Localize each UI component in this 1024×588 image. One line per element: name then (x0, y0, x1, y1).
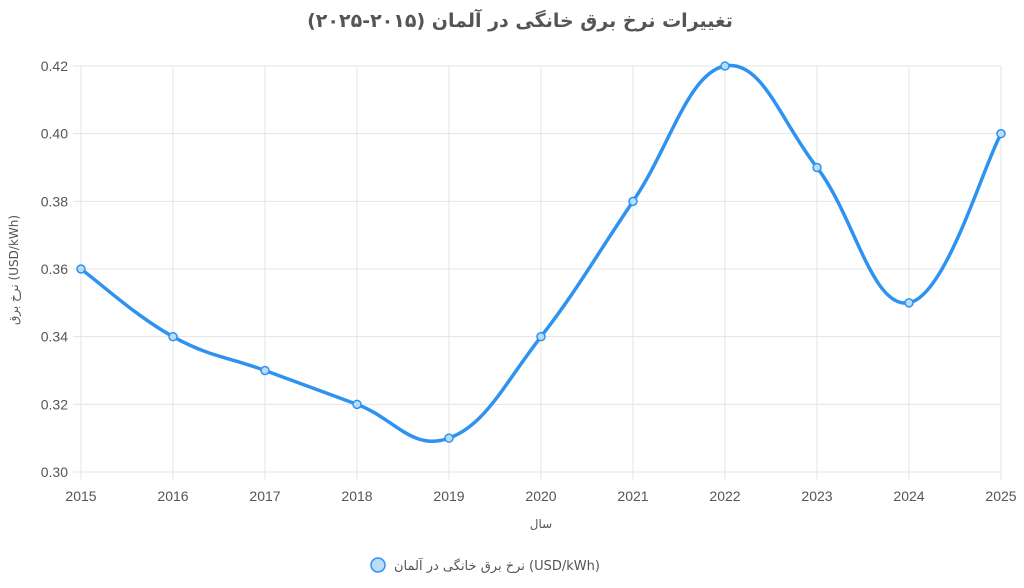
legend[interactable]: نرخ برق خانگی در آلمان (USD/kWh) (370, 557, 600, 574)
legend-marker (370, 557, 386, 573)
data-point[interactable] (260, 365, 270, 376)
data-point[interactable] (352, 399, 362, 410)
data-point[interactable] (720, 61, 730, 71)
y-tick-label: 0.30 (41, 464, 68, 480)
data-point[interactable] (536, 331, 546, 342)
y-axis-title: نرخ برق (USD/kWh) (7, 215, 22, 325)
data-point[interactable] (628, 196, 638, 207)
x-tick-label: 2020 (525, 488, 556, 504)
x-tick-label: 2016 (157, 488, 188, 504)
data-point[interactable] (904, 298, 914, 308)
data-point[interactable] (76, 264, 86, 274)
x-tick-label: 2019 (433, 488, 464, 504)
tick-labels: 0.30 0.32 0.34 0.36 0.38 0.40 0.42 2015 2016 2017… (41, 58, 1017, 504)
data-point[interactable] (444, 433, 454, 443)
grid (73, 65, 1002, 480)
x-tick-label: 2021 (617, 488, 648, 504)
y-tick-label: 0.38 (41, 193, 68, 209)
x-tick-label: 2024 (893, 488, 924, 504)
y-tick-label: 0.36 (41, 261, 68, 277)
data-points (76, 61, 1006, 443)
x-axis-title: سال (530, 517, 552, 531)
y-tick-label: 0.34 (41, 329, 68, 345)
x-tick-label: 2018 (341, 488, 372, 504)
x-tick-label: 2025 (985, 488, 1016, 504)
legend-label: نرخ برق خانگی در آلمان (USD/kWh) (394, 557, 600, 574)
x-tick-label: 2015 (65, 488, 96, 504)
chart-title: تغییرات نرخ برق خانگی در آلمان (۲۰۱۵-۲۰۲… (307, 8, 733, 32)
x-tick-label: 2023 (801, 488, 832, 504)
data-point[interactable] (812, 162, 822, 173)
x-tick-label: 2017 (249, 488, 280, 504)
x-tick-label: 2022 (709, 488, 740, 504)
y-tick-label: 0.42 (41, 58, 68, 74)
y-tick-label: 0.40 (41, 126, 68, 142)
data-point[interactable] (168, 331, 178, 342)
y-tick-label: 0.32 (41, 396, 68, 412)
data-point[interactable] (996, 128, 1006, 139)
